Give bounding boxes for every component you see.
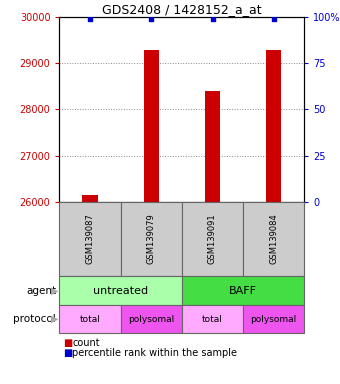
- Text: polysomal: polysomal: [128, 314, 174, 324]
- Text: GSM139091: GSM139091: [208, 214, 217, 264]
- Bar: [266, 50, 282, 384]
- Text: total: total: [202, 314, 223, 324]
- Title: GDS2408 / 1428152_a_at: GDS2408 / 1428152_a_at: [102, 3, 262, 16]
- Point: [149, 16, 154, 22]
- Text: GSM139079: GSM139079: [147, 214, 156, 265]
- Text: total: total: [80, 314, 101, 324]
- Text: untreated: untreated: [93, 286, 148, 296]
- Text: GSM139084: GSM139084: [269, 214, 278, 265]
- Text: polysomal: polysomal: [251, 314, 297, 324]
- Point: [210, 16, 215, 22]
- Text: agent: agent: [26, 286, 56, 296]
- Text: percentile rank within the sample: percentile rank within the sample: [72, 348, 237, 358]
- Text: ▶: ▶: [51, 286, 59, 296]
- Text: BAFF: BAFF: [229, 286, 257, 296]
- Bar: [82, 195, 98, 384]
- Bar: [205, 91, 220, 384]
- Text: ■: ■: [63, 348, 72, 358]
- Text: ■: ■: [63, 338, 72, 348]
- Text: protocol: protocol: [13, 314, 56, 324]
- Point: [87, 16, 93, 22]
- Point: [271, 16, 276, 22]
- Text: count: count: [72, 338, 100, 348]
- Bar: [143, 50, 159, 384]
- Text: ▶: ▶: [51, 314, 59, 324]
- Text: GSM139087: GSM139087: [86, 214, 95, 265]
